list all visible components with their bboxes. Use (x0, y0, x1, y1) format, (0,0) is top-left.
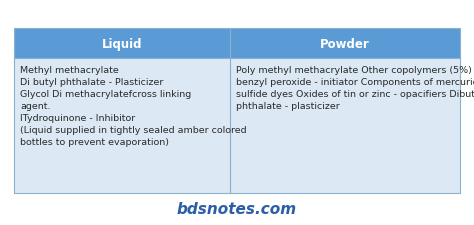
Bar (230, 58, 460, 194)
Text: Powder: Powder (320, 37, 370, 50)
Bar (230, 29, 460, 58)
Bar (14, 29, 460, 194)
Bar (14, 29, 230, 58)
Text: bdsnotes.com: bdsnotes.com (177, 201, 297, 216)
Text: Methyl methacrylate
Di butyl phthalate - Plasticizer
Glycol Di methacrylatefcros: Methyl methacrylate Di butyl phthalate -… (20, 65, 246, 147)
Bar (14, 58, 230, 194)
Text: Poly methyl methacrylate Other copolymers (5%)
benzyl peroxide - initiator Compo: Poly methyl methacrylate Other copolymer… (236, 65, 474, 110)
Text: Liquid: Liquid (102, 37, 142, 50)
